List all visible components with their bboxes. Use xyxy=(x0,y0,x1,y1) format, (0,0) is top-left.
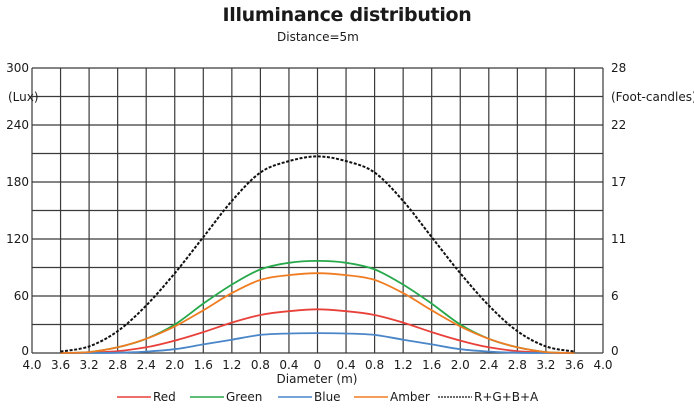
x-axis-label: Diameter (m) xyxy=(277,372,358,386)
legend-label: Red xyxy=(153,390,176,404)
x-tick-label: 3.6 xyxy=(51,358,70,372)
x-tick-label: 0.4 xyxy=(337,358,356,372)
y-left-tick-label: 0 xyxy=(21,344,29,358)
legend-item-blue: Blue xyxy=(278,390,341,404)
y-right-tick-label: 28 xyxy=(611,61,626,75)
x-tick-label: 0.8 xyxy=(251,358,270,372)
y-left-tick-label: 300 xyxy=(6,61,29,75)
series-r-g-b-a-line xyxy=(60,155,575,353)
chart-grid xyxy=(31,67,604,354)
x-tick-label: 0.8 xyxy=(365,358,384,372)
y-right-tick-label: 6 xyxy=(611,289,619,303)
legend-label: Amber xyxy=(390,390,430,404)
legend-item-amber: Amber xyxy=(354,390,430,404)
x-tick-label: 3.2 xyxy=(536,358,555,372)
y-axis-right-label: (Foot-candles) xyxy=(611,90,694,104)
x-tick-label: 1.2 xyxy=(222,358,241,372)
chart-axes: 4.0 3.6 3.2 2.8 2.4 2.0 1.6 1.2 0.8 0.4 0 0.4 0.8 1.2… xyxy=(6,61,626,372)
y-right-tick-label: 22 xyxy=(611,118,626,132)
y-left-tick-label: 180 xyxy=(6,175,29,189)
chart-legend: Red Green Blue Amber R+G+B+A xyxy=(117,390,539,404)
series-blue-line xyxy=(60,332,575,354)
x-tick-label: 2.0 xyxy=(451,358,470,372)
x-tick-label: 1.6 xyxy=(194,358,213,372)
x-tick-label: 4.0 xyxy=(593,358,612,372)
legend-item-red: Red xyxy=(117,390,176,404)
y-right-tick-label: 17 xyxy=(611,175,626,189)
x-tick-label: 3.6 xyxy=(565,358,584,372)
y-axis-left-label: (Lux) xyxy=(8,90,39,104)
x-tick-label: 1.6 xyxy=(422,358,441,372)
x-tick-label: 2.4 xyxy=(137,358,156,372)
x-tick-label: 0 xyxy=(314,358,322,372)
y-left-tick-label: 60 xyxy=(14,289,29,303)
chart-curves xyxy=(60,155,575,354)
series-red-line xyxy=(60,308,575,354)
legend-label: R+G+B+A xyxy=(474,390,539,404)
chart-subtitle: Distance=5m xyxy=(277,30,359,44)
y-left-tick-label: 120 xyxy=(6,232,29,246)
y-right-tick-label: 0 xyxy=(611,344,619,358)
x-tick-label: 0.4 xyxy=(279,358,298,372)
legend-label: Blue xyxy=(314,390,341,404)
x-tick-label: 2.8 xyxy=(108,358,127,372)
series-amber-line xyxy=(60,272,575,354)
x-tick-label: 2.4 xyxy=(479,358,498,372)
x-tick-label: 2.8 xyxy=(508,358,527,372)
x-tick-label: 4.0 xyxy=(22,358,41,372)
x-tick-label: 3.2 xyxy=(80,358,99,372)
y-right-tick-label: 11 xyxy=(611,232,626,246)
legend-item-r-g-b-a: R+G+B+A xyxy=(438,390,539,404)
legend-item-green: Green xyxy=(190,390,262,404)
chart-title: Illuminance distribution xyxy=(222,4,472,26)
x-tick-label: 1.2 xyxy=(394,358,413,372)
x-tick-label: 2.0 xyxy=(165,358,184,372)
y-left-tick-label: 240 xyxy=(6,118,29,132)
legend-label: Green xyxy=(226,390,262,404)
